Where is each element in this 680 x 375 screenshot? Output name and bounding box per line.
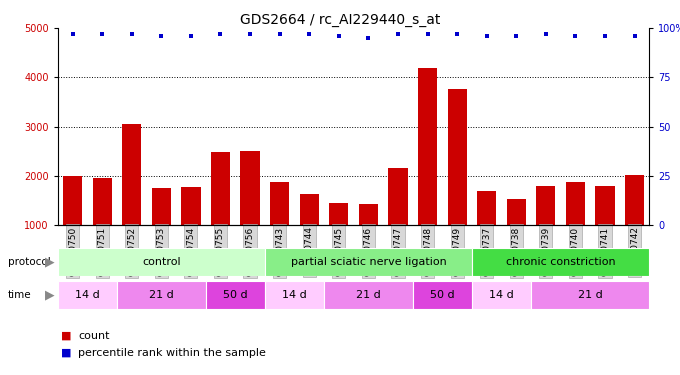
Point (245, 31, 256, 37)
Bar (625, 175, 644, 225)
Bar (211, 152, 230, 225)
Text: 50 d: 50 d (430, 290, 455, 300)
Text: ▶: ▶ (45, 289, 54, 302)
Bar (182, 187, 201, 225)
Text: control: control (142, 256, 181, 267)
Text: GDS2664 / rc_AI229440_s_at: GDS2664 / rc_AI229440_s_at (240, 13, 440, 27)
Bar (92, 178, 112, 225)
Bar (388, 168, 407, 225)
Bar (265, 281, 324, 309)
Text: 14 d: 14 d (489, 290, 514, 300)
Text: 21 d: 21 d (356, 290, 381, 300)
Text: percentile rank within the sample: percentile rank within the sample (78, 348, 266, 357)
Bar (324, 281, 413, 309)
Text: 14 d: 14 d (75, 290, 100, 300)
Bar (418, 69, 437, 225)
Point (97, 31, 107, 37)
Text: 21 d: 21 d (149, 290, 173, 300)
Bar (472, 248, 649, 276)
Text: time: time (8, 290, 32, 300)
Bar (122, 124, 141, 225)
Point (304, 31, 315, 37)
Point (274, 31, 285, 37)
Text: count: count (78, 331, 109, 340)
Point (67, 31, 78, 37)
Bar (152, 188, 171, 225)
Point (422, 31, 433, 37)
Text: 50 d: 50 d (223, 290, 248, 300)
Bar (507, 199, 526, 225)
Bar (265, 248, 472, 276)
Bar (300, 195, 319, 225)
Point (215, 31, 226, 37)
Text: ▶: ▶ (45, 255, 54, 268)
Bar (472, 281, 531, 309)
Point (363, 35, 374, 41)
Point (600, 33, 611, 39)
Point (156, 33, 167, 39)
Bar (413, 281, 472, 309)
Point (541, 31, 551, 37)
Point (452, 31, 462, 37)
Point (392, 31, 403, 37)
Text: ■: ■ (61, 348, 75, 357)
Point (126, 31, 137, 37)
Text: protocol: protocol (8, 256, 51, 267)
Bar (58, 281, 117, 309)
Bar (477, 190, 496, 225)
Text: 21 d: 21 d (578, 290, 602, 300)
Bar (58, 248, 265, 276)
Bar (359, 204, 378, 225)
Text: ■: ■ (61, 331, 75, 340)
Text: partial sciatic nerve ligation: partial sciatic nerve ligation (290, 256, 446, 267)
Point (511, 33, 522, 39)
Bar (531, 281, 649, 309)
Bar (447, 89, 466, 225)
Bar (329, 203, 348, 225)
Point (629, 33, 640, 39)
Text: chronic constriction: chronic constriction (506, 256, 615, 267)
Bar (63, 176, 82, 225)
Point (186, 33, 197, 39)
Point (570, 33, 581, 39)
Bar (537, 186, 556, 225)
Bar (206, 281, 265, 309)
Bar (566, 182, 585, 225)
Bar (596, 186, 615, 225)
Bar (270, 182, 289, 225)
Point (481, 33, 492, 39)
Text: 14 d: 14 d (282, 290, 307, 300)
Bar (117, 281, 206, 309)
Bar (241, 151, 260, 225)
Point (333, 33, 344, 39)
